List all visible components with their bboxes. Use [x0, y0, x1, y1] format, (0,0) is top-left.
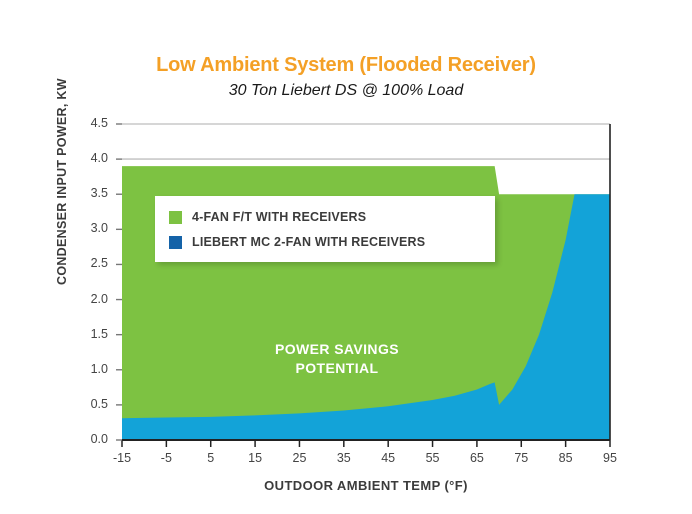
x-axis-title: OUTDOOR AMBIENT TEMP (°F): [264, 478, 468, 493]
legend-item-label: LIEBERT MC 2-FAN WITH RECEIVERS: [192, 235, 426, 249]
y-tick-label: 2.0: [90, 291, 108, 306]
x-tick-label: 5: [207, 451, 215, 465]
x-tick-label: 65: [469, 451, 484, 465]
x-tick-label: 75: [514, 451, 529, 465]
x-tick-label: 95: [603, 451, 617, 465]
y-tick-label: 1.5: [90, 326, 108, 341]
x-tick-label: 25: [292, 451, 307, 465]
y-tick-label: 1.0: [90, 361, 108, 376]
y-tick-label: 0.5: [90, 396, 108, 411]
x-tick-label: 55: [425, 451, 440, 465]
y-tick-label: 2.5: [90, 256, 108, 271]
area-series-blue: [122, 194, 610, 440]
power-savings-annotation: POWER SAVINGS POTENTIAL: [232, 340, 442, 378]
annotation-line-2: POTENTIAL: [295, 360, 379, 376]
x-tick-label: 45: [381, 451, 396, 465]
x-tick-label: -5: [160, 451, 172, 465]
y-tick-label: 4.5: [90, 116, 108, 130]
page-subtitle: 30 Ton Liebert DS @ 100% Load: [228, 82, 464, 99]
title-block: Low Ambient System (Flooded Receiver) 30…: [0, 52, 692, 102]
x-tick-label: 15: [248, 451, 263, 465]
y-tick-label: 4.0: [90, 151, 108, 166]
y-axis-title: CONDENSER INPUT POWER, KW: [55, 78, 69, 285]
legend-item-green[interactable]: 4-FAN F/T WITH RECEIVERS: [169, 207, 366, 227]
legend-item-blue[interactable]: LIEBERT MC 2-FAN WITH RECEIVERS: [169, 232, 425, 252]
y-tick-label: 3.5: [90, 186, 108, 201]
legend-swatch-icon: [169, 235, 182, 249]
page-title: Low Ambient System (Flooded Receiver): [156, 54, 536, 76]
y-tick-label: 3.0: [90, 221, 108, 236]
annotation-line-1: POWER SAVINGS: [275, 341, 399, 357]
chart-legend: 4-FAN F/T WITH RECEIVERS LIEBERT MC 2-FA…: [155, 196, 495, 262]
legend-item-label: 4-FAN F/T WITH RECEIVERS: [192, 210, 367, 224]
y-tick-label: 0.0: [90, 432, 108, 446]
x-tick-label: 85: [558, 451, 573, 465]
legend-swatch-icon: [169, 210, 182, 224]
x-tick-label: 35: [336, 451, 351, 465]
x-tick-label: -15: [112, 451, 132, 465]
